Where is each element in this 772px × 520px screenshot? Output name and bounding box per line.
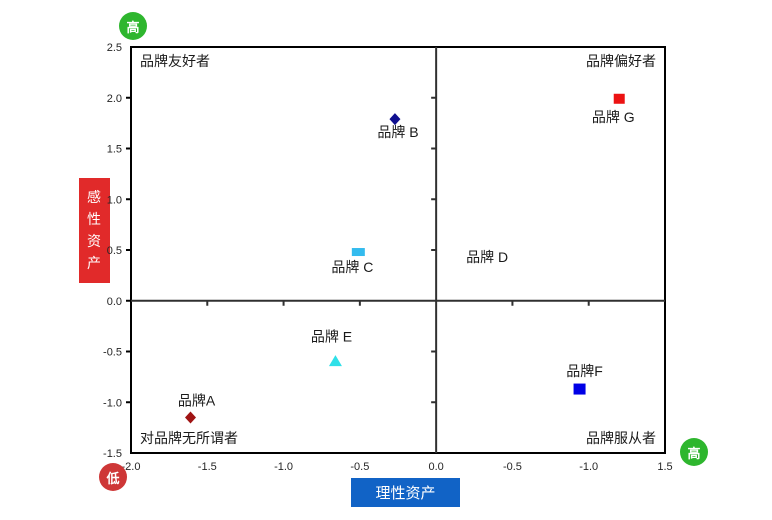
y-tick-label: -1.5 [103, 448, 122, 460]
y-tick-label: 2.0 [107, 93, 122, 105]
x-tick-label: -1.5 [198, 461, 217, 473]
x-tick-label: -1.0 [579, 461, 598, 473]
quadrant-label-top-left: 品牌友好者 [140, 53, 210, 69]
point-b [389, 113, 401, 126]
x-tick-label: 1.5 [657, 461, 672, 473]
point-g [613, 93, 625, 104]
point-label-g: 品牌 G [592, 109, 635, 125]
point-label-f: 品牌F [566, 363, 603, 379]
quadrant-label-top-right: 品牌偏好者 [586, 53, 656, 69]
x-tick-label: -0.5 [350, 461, 369, 473]
point-e [328, 355, 342, 367]
x-axis-high-badge: 高 [680, 438, 708, 466]
y-axis-title-box: 感性资产 [79, 178, 110, 283]
y-axis-title: 感性资产 [87, 189, 101, 271]
y-tick-label: -0.5 [103, 347, 122, 359]
x-tick-label: 0.0 [428, 461, 443, 473]
y-tick-label: 1.0 [107, 194, 122, 206]
point-label-c: 品牌 C [331, 259, 373, 275]
x-tick-label: -1.0 [274, 461, 293, 473]
quadrant-label-bottom-right: 品牌服从者 [586, 430, 656, 446]
x-tick-label: -2.0 [122, 461, 141, 473]
x-axis-title-box: 理性资产 [351, 478, 460, 507]
x-axis-title: 理性资产 [375, 485, 436, 502]
point-c [351, 248, 365, 257]
quadrant-label-bottom-left: 对品牌无所谓者 [140, 430, 238, 446]
point-label-b: 品牌 B [377, 124, 418, 140]
point-a [185, 411, 197, 424]
y-tick-label: 0.0 [107, 296, 122, 308]
y-tick-label: 0.5 [107, 245, 122, 257]
point-label-e: 品牌 E [311, 329, 352, 345]
point-f [573, 383, 586, 395]
point-label-a: 品牌A [178, 392, 216, 408]
y-axis-high-badge: 高 [119, 12, 147, 40]
y-tick-label: 2.5 [107, 42, 122, 54]
y-axis-low-badge: 低 [99, 463, 127, 491]
x-tick-label: -0.5 [503, 461, 522, 473]
y-tick-label: -1.0 [103, 397, 122, 409]
point-label-d: 品牌 D [466, 249, 508, 265]
y-tick-label: 1.5 [107, 144, 122, 156]
